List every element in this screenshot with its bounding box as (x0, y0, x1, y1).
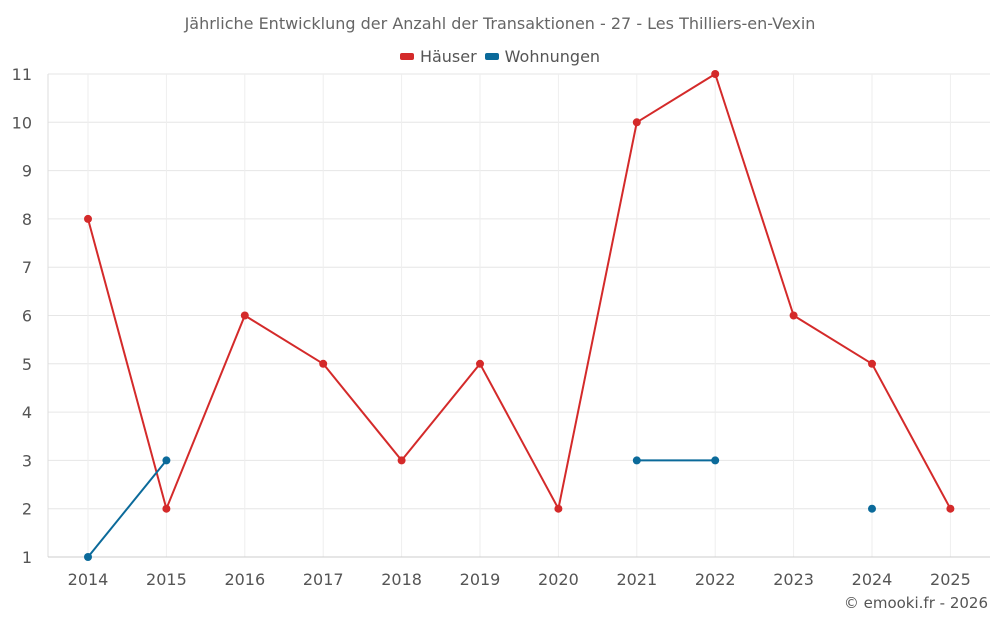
x-tick-label: 2018 (381, 570, 422, 589)
series-1-point[interactable] (84, 553, 92, 561)
y-tick-label: 1 (22, 548, 32, 567)
series-0-point[interactable] (789, 311, 798, 320)
legend-item[interactable]: Häuser (399, 47, 477, 66)
series-0-point[interactable] (84, 214, 92, 223)
x-tick-label: 2019 (460, 570, 501, 589)
y-tick-label: 11 (12, 65, 32, 84)
x-tick-label: 2016 (224, 570, 265, 589)
series-0-segment (244, 314, 324, 365)
series-0-point[interactable] (946, 504, 955, 513)
series-0-segment (87, 218, 168, 509)
series-0-point[interactable] (397, 456, 406, 465)
series-0-point[interactable] (476, 359, 484, 368)
series-1-point[interactable] (632, 456, 641, 465)
series-0-point[interactable] (240, 311, 249, 320)
y-tick-label: 6 (22, 307, 32, 326)
series-0-segment (793, 314, 873, 365)
series-0-segment (557, 122, 638, 509)
series-0-segment (165, 315, 246, 510)
series-0-segment (714, 73, 795, 316)
x-tick-label: 2023 (773, 570, 814, 589)
y-tick-label: 8 (22, 210, 32, 229)
x-tick-label: 2025 (930, 570, 971, 589)
legend: Häuser Wohnungen (0, 45, 1000, 66)
series-0-segment (479, 363, 560, 510)
series-1-segment (87, 459, 168, 558)
y-tick-label: 9 (22, 162, 32, 181)
y-tick-label: 10 (12, 113, 32, 132)
x-tick-label: 2020 (538, 570, 579, 589)
x-tick-label: 2021 (616, 570, 657, 589)
x-tick-label: 2022 (695, 570, 736, 589)
series-0-point[interactable] (554, 504, 563, 513)
y-tick-label: 5 (22, 355, 32, 374)
legend-label: Wohnungen (504, 47, 601, 66)
series-0-point[interactable] (711, 70, 720, 78)
series-0-point[interactable] (162, 504, 171, 513)
series-0-segment (636, 73, 716, 124)
legend-label: Häuser (419, 47, 477, 66)
legend-swatch (484, 53, 499, 60)
x-tick-label: 2014 (68, 570, 109, 589)
y-tick-label: 2 (22, 500, 32, 519)
x-tick-label: 2015 (146, 570, 187, 589)
y-tick-label: 4 (22, 403, 32, 422)
y-tick-label: 7 (22, 258, 32, 277)
chart-title: Jährliche Entwicklung der Anzahl der Tra… (184, 14, 816, 33)
series-0-segment (400, 363, 481, 462)
series-1-point[interactable] (711, 456, 720, 465)
credit-text: © emooki.fr - 2026 (843, 594, 988, 612)
x-tick-label: 2024 (852, 570, 893, 589)
series-0-point[interactable] (319, 359, 328, 368)
series-0-point[interactable] (868, 359, 876, 368)
legend-item[interactable]: Wohnungen (484, 47, 601, 66)
y-tick-label: 3 (22, 451, 32, 470)
series-0-point[interactable] (632, 118, 641, 127)
legend-swatch (399, 53, 414, 60)
series-1-point[interactable] (868, 504, 876, 513)
x-tick-label: 2017 (303, 570, 344, 589)
series-1-point[interactable] (162, 456, 171, 465)
series-0-segment (871, 363, 952, 510)
series-0-segment (322, 363, 403, 462)
